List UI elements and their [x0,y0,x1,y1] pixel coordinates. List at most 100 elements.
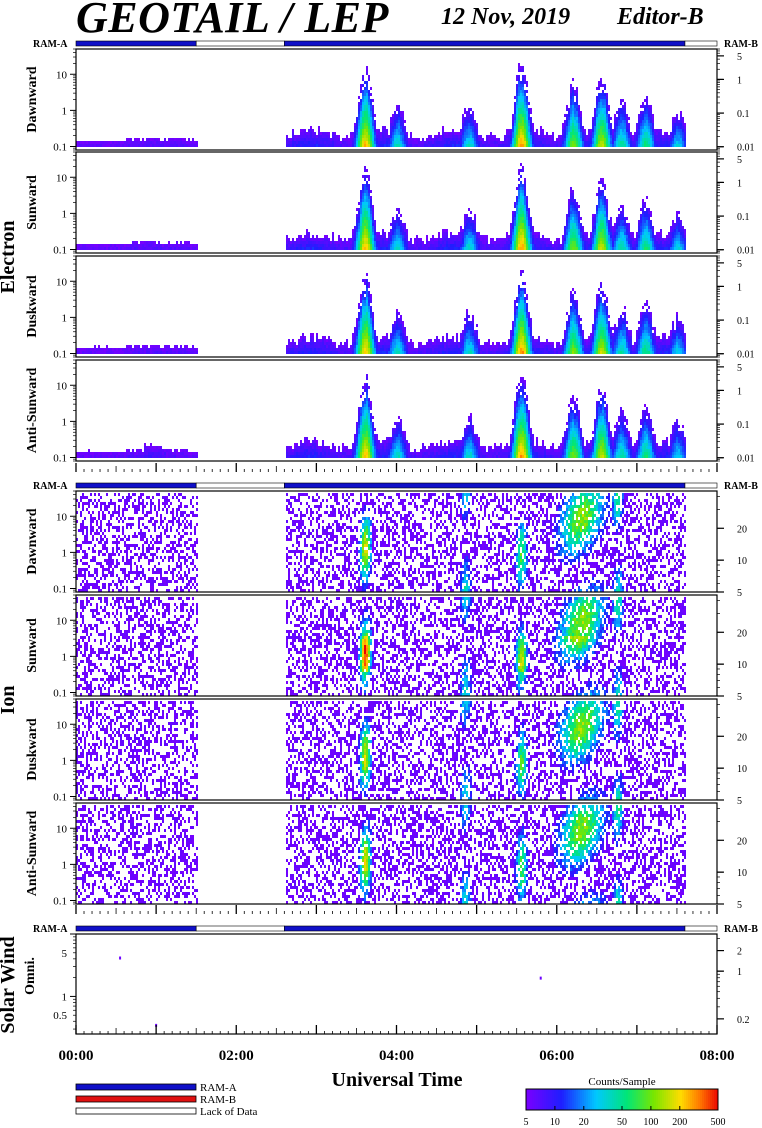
colorbar-cell [560,1089,562,1110]
electron-anti-sunward-right-axis-tick-label: 0.1 [737,420,750,431]
x-axis-title: Universal Time [332,1069,463,1091]
colorbar-cell [688,1089,690,1110]
solar-wind-omni-label: Omni. [23,957,38,995]
colorbar-cell [668,1089,670,1110]
x-tick-label: 08:00 [700,1048,735,1064]
colorbar-cell [588,1089,590,1110]
colorbar-cell [538,1089,540,1110]
ion-duskward-right-axis-tick-label: 10 [737,764,747,775]
colorbar-cell [544,1089,546,1110]
solar-wind-right-axis-tick-label: 1 [737,967,742,978]
colorbar-cell [682,1089,684,1110]
ion-anti-sunward-left-axis-tick-label: 0.1 [53,895,67,907]
group-label-ion: Ion [0,686,19,715]
mode-bar-segment-electron-2 [284,41,685,46]
colorbar-cell [586,1089,588,1110]
ion-duskward-left-axis-tick-label: 10 [56,719,68,731]
colorbar-cell [646,1089,648,1110]
colorbar-cell [666,1089,668,1110]
colorbar-cell [694,1089,696,1110]
mode-bar-segment-electron-3 [685,41,717,46]
colorbar-cell [596,1089,598,1110]
colorbar-cell [528,1089,530,1110]
colorbar-cell [552,1089,554,1110]
colorbar-cell [598,1089,600,1110]
mode-bar-segment-solar-wind-3 [685,926,717,931]
colorbar-cell [616,1089,618,1110]
legend-label: RAM-A [200,1082,237,1094]
colorbar-tick-label: 10 [550,1117,560,1128]
ion-duskward-left-axis-tick-label: 1 [62,755,68,767]
ion-dawnward-left-axis-tick-label: 0.1 [53,583,67,595]
colorbar-cell [618,1089,620,1110]
electron-anti-sunward-right-axis-tick-label: 0.01 [737,454,755,465]
group-label-solar-wind: Solar Wind [0,936,19,1033]
ion-dawnward-right-axis-tick-label: 5 [737,588,742,599]
legend-swatch-0 [76,1084,196,1090]
electron-sunward-right-axis-tick-label: 0.1 [737,212,750,223]
solar-wind-omni-frame [76,934,717,1034]
electron-anti-sunward-heatmap [76,374,686,458]
electron-sunward-right-axis-tick-label: 0.01 [737,246,755,257]
mode-bar-segment-electron-1 [196,41,284,46]
electron-sunward-label: Sunward [25,175,40,230]
colorbar-title: Counts/Sample [588,1076,655,1088]
colorbar-cell [706,1089,708,1110]
colorbar-cell [676,1089,678,1110]
colorbar-cell [670,1089,672,1110]
electron-anti-sunward-left-axis-tick-label: 0.1 [53,452,67,464]
legend-swatch-1 [76,1096,196,1102]
colorbar-cell [638,1089,640,1110]
legend-label: RAM-B [200,1094,236,1106]
colorbar-cell [600,1089,602,1110]
ion-dawnward-right-axis-tick-label: 20 [737,524,747,535]
x-tick-label: 00:00 [59,1048,94,1064]
colorbar-cell [540,1089,542,1110]
colorbar-cell [590,1089,592,1110]
colorbar-cell [674,1089,676,1110]
x-tick-label: 06:00 [539,1048,574,1064]
colorbar-cell [612,1089,614,1110]
colorbar-cell [714,1089,716,1110]
electron-duskward-heatmap [76,270,686,354]
mode-bar-segment-solar-wind-1 [196,926,284,931]
colorbar-cell [686,1089,688,1110]
colorbar-cell [562,1089,564,1110]
colorbar-cell [642,1089,644,1110]
electron-sunward-right-axis-tick-label: 1 [737,178,742,189]
ion-duskward-right-axis-tick-label: 5 [737,796,742,807]
colorbar-cell [602,1089,604,1110]
electron-dawnward-label: Dawnward [25,66,40,132]
colorbar-cell [532,1089,534,1110]
solar-wind-right-axis-tick-label: 2 [737,947,742,958]
ion-anti-sunward-right-axis-tick-label: 10 [737,868,747,879]
mode-label-left: RAM-A [33,39,68,50]
electron-anti-sunward-right-axis-tick-label: 5 [737,363,742,374]
colorbar-cell [634,1089,636,1110]
mode-label-right: RAM-B [724,481,758,492]
colorbar-cell [530,1089,532,1110]
ion-sunward-right-axis-tick-label: 20 [737,628,747,639]
electron-duskward-right-axis-tick-label: 0.01 [737,350,755,361]
ion-duskward-label: Duskward [25,718,40,780]
electron-anti-sunward-left-axis-tick-label: 1 [62,416,68,428]
colorbar-cell [702,1089,704,1110]
colorbar-cell [570,1089,572,1110]
colorbar-cell [710,1089,712,1110]
mode-label-left: RAM-A [33,924,68,935]
colorbar-cell [574,1089,576,1110]
group-label-electron: Electron [0,221,19,294]
ion-sunward-left-axis-tick-label: 1 [62,651,68,663]
colorbar-cell [536,1089,538,1110]
ion-dawnward-left-axis-tick-label: 1 [62,547,68,559]
ion-anti-sunward-left-axis-tick-label: 10 [56,823,68,835]
colorbar-tick-label: 20 [579,1117,589,1128]
mode-bar-segment-solar-wind-0 [76,926,196,931]
ion-sunward-heatmap [76,597,686,696]
colorbar-cell [654,1089,656,1110]
colorbar-cell [542,1089,544,1110]
ion-duskward-right-axis-tick-label: 20 [737,732,747,743]
x-tick-label: 02:00 [219,1048,254,1064]
x-tick-label: 04:00 [379,1048,414,1064]
colorbar-cell [660,1089,662,1110]
